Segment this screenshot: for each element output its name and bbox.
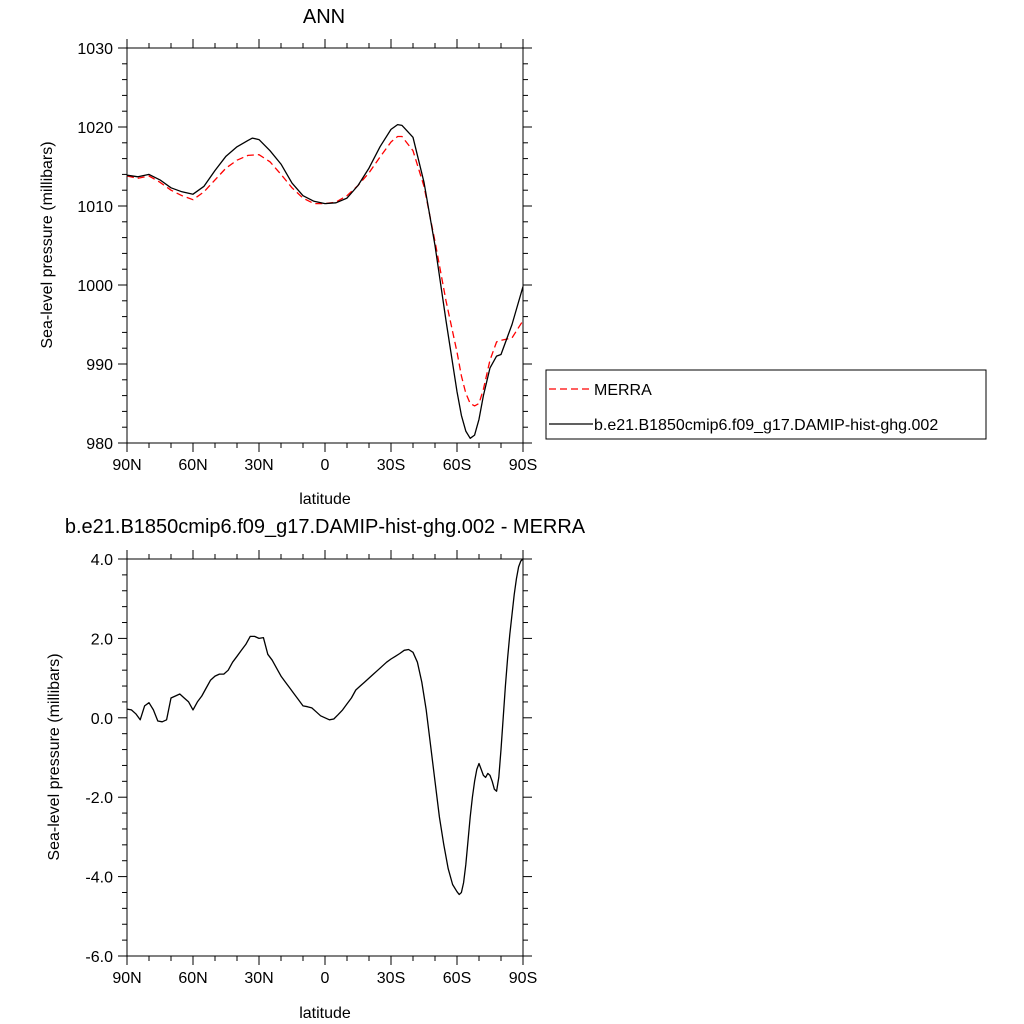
- x-tick-label: 0: [321, 970, 330, 987]
- x-tick-label: 30S: [377, 970, 405, 987]
- bottom-x-axis-label: latitude: [299, 1005, 351, 1022]
- bottom-panel: b.e21.B1850cmip6.f09_g17.DAMIP-hist-ghg.…: [46, 516, 586, 1022]
- y-tick-label: 1020: [77, 120, 113, 137]
- top-chart-ticks: 90N 60N 30N 0 30S 60S 90S 980 990 1000 1010 1020 103…: [77, 39, 537, 474]
- bottom-chart-title: b.e21.B1850cmip6.f09_g17.DAMIP-hist-ghg.…: [65, 516, 586, 538]
- y-tick-label: -4.0: [85, 870, 113, 887]
- series-line-0-1: [126, 123, 524, 439]
- y-tick-label: 2.0: [91, 631, 113, 648]
- y-tick-label: 1000: [77, 278, 113, 295]
- x-tick-label: 30S: [377, 457, 405, 474]
- x-tick-label: 60S: [443, 457, 471, 474]
- legend-merra-label: MERRA: [594, 382, 652, 399]
- x-tick-label: 30N: [244, 457, 273, 474]
- bottom-chart-ticks: 90N 60N 30N 0 30S 60S 90S -6.0 -4.0 -2.0 0.0 2.0 4.0: [85, 550, 537, 987]
- y-tick-label: 1010: [77, 199, 113, 216]
- top-chart-lines: [126, 123, 524, 439]
- x-tick-label: 30N: [244, 970, 273, 987]
- y-tick-label: 1030: [77, 41, 113, 58]
- bottom-chart-lines: [126, 558, 524, 896]
- bottom-y-axis-label: Sea-level pressure (millibars): [46, 653, 63, 860]
- x-tick-label: 0: [321, 457, 330, 474]
- legend-model-label: b.e21.B1850cmip6.f09_g17.DAMIP-hist-ghg.…: [594, 417, 938, 434]
- top-plot-frame: [126, 47, 524, 444]
- x-tick-label: 90S: [509, 457, 537, 474]
- x-tick-label: 90N: [112, 457, 141, 474]
- y-tick-label: -2.0: [85, 790, 113, 807]
- x-tick-label: 60N: [178, 970, 207, 987]
- x-tick-label: 60N: [178, 457, 207, 474]
- series-line-1-0: [126, 558, 524, 896]
- y-tick-label: 990: [86, 357, 113, 374]
- y-tick-label: 980: [86, 436, 113, 453]
- x-tick-label: 90N: [112, 970, 141, 987]
- x-tick-label: 90S: [509, 970, 537, 987]
- legend: MERRA b.e21.B1850cmip6.f09_g17.DAMIP-his…: [545, 369, 987, 440]
- y-tick-label: -6.0: [85, 949, 113, 966]
- y-tick-label: 0.0: [91, 711, 113, 728]
- x-tick-label: 60S: [443, 970, 471, 987]
- bottom-plot-frame: [126, 558, 524, 957]
- top-panel: ANN 90N 60N 30N 0 30S 60S 90S 980 990 1000 1010 102…: [39, 6, 537, 508]
- legend-box: [545, 369, 987, 440]
- top-x-axis-label: latitude: [299, 491, 351, 508]
- top-chart-title: ANN: [303, 6, 345, 28]
- series-line-0-0: [126, 135, 524, 407]
- top-y-axis-label: Sea-level pressure (millibars): [39, 141, 56, 348]
- y-tick-label: 4.0: [91, 552, 113, 569]
